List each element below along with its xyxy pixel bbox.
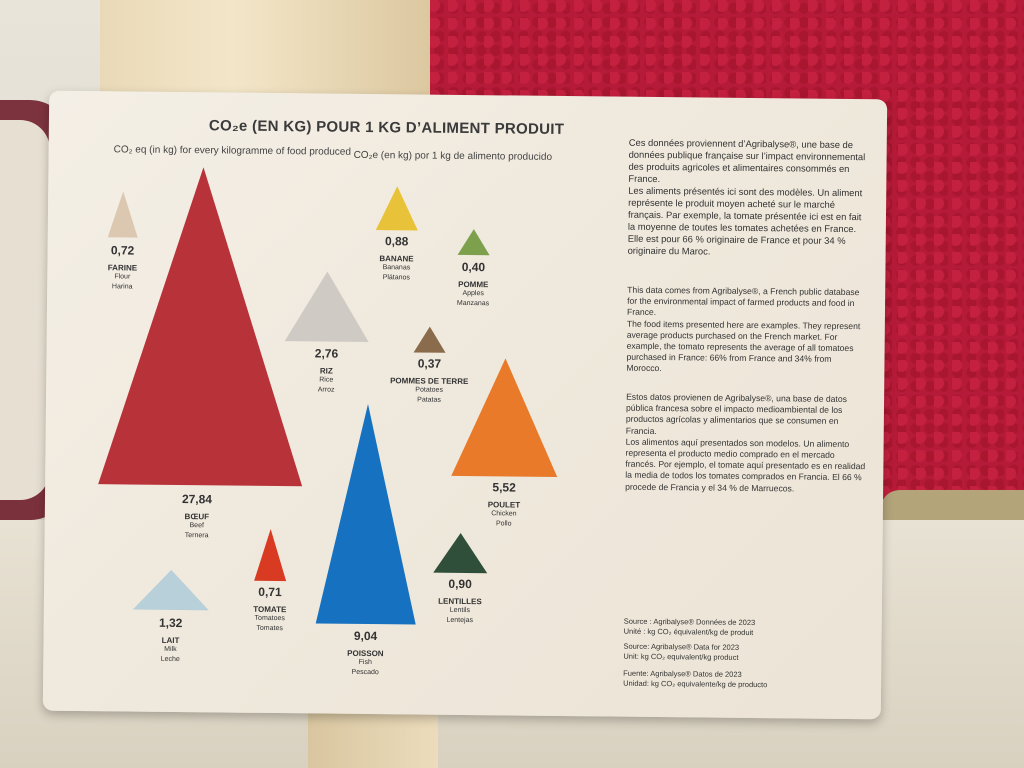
triangle-potatoes xyxy=(413,326,446,353)
triangle-chicken xyxy=(451,358,558,477)
triangle-milk xyxy=(132,569,209,611)
co2-value: 0,40 xyxy=(461,259,486,275)
co2-value: 2,76 xyxy=(314,346,339,361)
label-flour: 0,72 FARINE Flour Harina xyxy=(72,243,173,293)
text-english: This data comes from Agribalyse®, a Fren… xyxy=(626,284,861,374)
label-beef: 27,84 BŒUF Beef Ternera xyxy=(147,492,248,542)
info-panel: CO₂e (EN KG) POUR 1 KG D’ALIMENT PRODUIT… xyxy=(42,90,888,720)
food-name-spanish: Ternera xyxy=(184,532,209,540)
label-apples: 0,40 POMME Apples Manzanas xyxy=(423,260,524,310)
source-spanish: Fuente: Agribalyse® Datos de 2023 Unidad… xyxy=(623,668,768,690)
label-rice: 2,76 RIZ Rice Arroz xyxy=(276,346,377,396)
source-english: Source: Agribalyse® Data for 2023 Unit: … xyxy=(623,641,740,662)
label-tomatoes: 0,71 TOMATE Tomatoes Tomates xyxy=(220,584,321,634)
left-mat-inner xyxy=(0,120,50,500)
co2-value: 0,71 xyxy=(258,584,282,600)
triangle-rice xyxy=(284,271,369,342)
co2-value: 0,88 xyxy=(384,234,409,249)
co2-value: 27,84 xyxy=(181,492,213,507)
triangles-graphic xyxy=(98,167,558,625)
text-spanish: Estos datos provienen de Agribalyse®, un… xyxy=(625,391,866,494)
triangle-tomatoes xyxy=(254,528,287,582)
co2-value: 0,37 xyxy=(417,356,442,371)
food-name-spanish: Tomates xyxy=(256,624,283,633)
label-lentils: 0,90 LENTILLES Lentils Lentejas xyxy=(410,576,511,626)
label-milk: 1,32 LAIT Milk Leche xyxy=(120,615,221,665)
wooden-post xyxy=(100,0,430,100)
food-name-spanish: Harina xyxy=(111,283,133,291)
source-french: Source : Agribalyse® Données de 2023 Uni… xyxy=(623,616,756,638)
triangle-apples xyxy=(457,229,490,256)
triangle-flour xyxy=(107,191,138,238)
label-fish: 9,04 POISSON Fish Pescado xyxy=(315,628,416,678)
triangle-bananas xyxy=(375,186,418,231)
food-name-spanish: Arroz xyxy=(317,386,335,394)
food-name-spanish: Manzanas xyxy=(456,299,490,308)
triangle-fish xyxy=(315,403,416,625)
label-chicken: 5,52 POULET Chicken Pollo xyxy=(454,480,555,530)
label-potatoes: 0,37 POMMES DE TERRE Potatoes Patatas xyxy=(379,356,480,406)
food-name-spanish: Leche xyxy=(160,655,180,664)
co2-value: 9,04 xyxy=(353,628,378,644)
co2-value: 0,72 xyxy=(110,243,135,258)
food-name-spanish: Pescado xyxy=(351,668,379,677)
food-name-spanish: Lentejas xyxy=(446,616,474,625)
triangle-lentils xyxy=(433,532,488,574)
triangle-beef xyxy=(98,167,303,487)
co2-value: 5,52 xyxy=(492,480,516,495)
text-french: Ces données proviennent d’Agribalyse®, u… xyxy=(627,136,866,257)
food-name-spanish: Pollo xyxy=(495,520,512,528)
co2-value: 1,32 xyxy=(158,615,183,631)
co2-value: 0,90 xyxy=(448,576,472,592)
food-name-spanish: Patatas xyxy=(417,396,441,404)
